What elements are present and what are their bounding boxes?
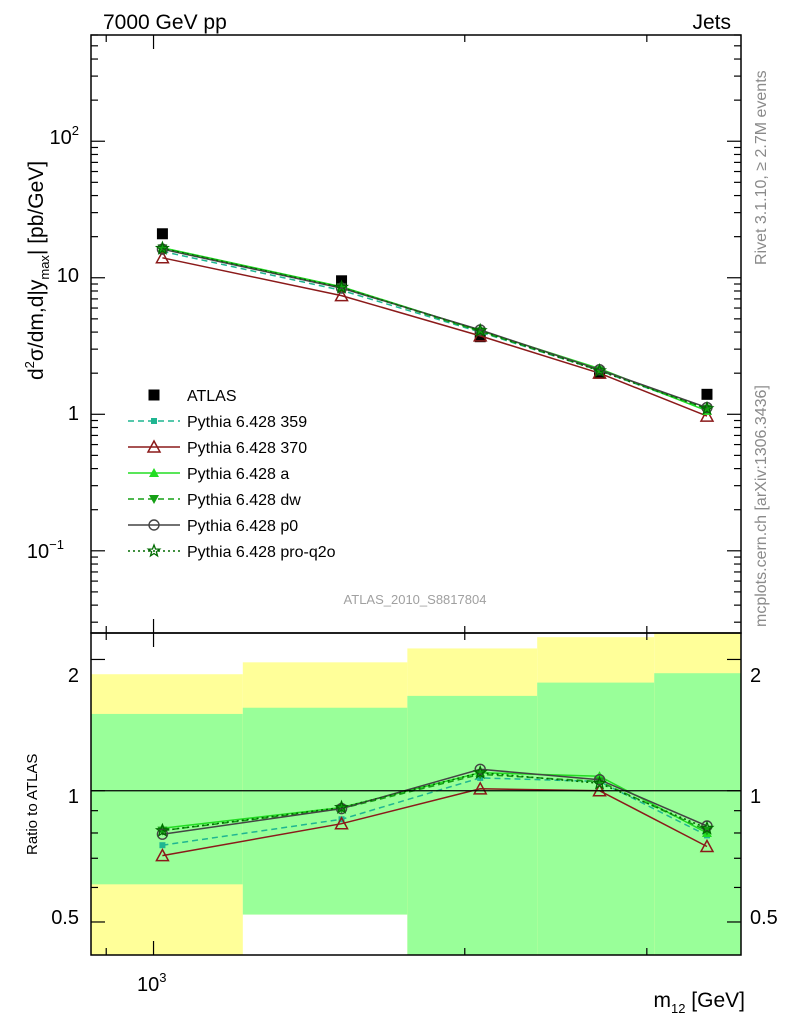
ratio-point-pp0-2 bbox=[474, 763, 486, 775]
ratio-y-ticks bbox=[91, 658, 741, 923]
main-series-pdw bbox=[157, 244, 712, 414]
legend-marker-pq2o bbox=[146, 543, 162, 558]
ratio-point-pq2o-4 bbox=[699, 820, 715, 835]
legend-label-p359: Pythia 6.428 359 bbox=[187, 414, 307, 431]
main-line-pp0 bbox=[162, 248, 708, 409]
main-y-tick-label-0p1: 10−1 bbox=[27, 537, 64, 563]
ratio-uncertainty-bands bbox=[91, 633, 741, 955]
analysis-id-label: ATLAS_2010_S8817804 bbox=[344, 592, 487, 607]
main-y-label-part-sup: 2 bbox=[22, 361, 37, 368]
main-y-axis-label: d2σ/dm,d|ymax| [pb/GeV] bbox=[22, 161, 52, 380]
ratio-point-p370-1 bbox=[334, 816, 349, 830]
ratio-y-tick-label-right-1: 1 bbox=[750, 786, 761, 808]
main-line-pdw bbox=[162, 247, 708, 410]
legend-label-pa: Pythia 6.428 a bbox=[187, 466, 289, 483]
ratio-stat-band-4 bbox=[654, 673, 741, 955]
ratio-point-pq2o-1 bbox=[333, 799, 349, 814]
main-series-layer bbox=[154, 228, 715, 422]
ratio-point-p370-0 bbox=[155, 848, 170, 862]
ratio-stat-band-0 bbox=[91, 713, 243, 885]
main-y-label-part-d: d bbox=[25, 368, 48, 380]
legend-marker-pdw bbox=[149, 495, 159, 504]
main-y-label-part-sigma: σ/dm,d|y bbox=[25, 279, 48, 361]
ratio-y-axis-label: Ratio to ATLAS bbox=[24, 754, 41, 855]
legend-marker-p370 bbox=[146, 439, 162, 453]
legend-marker-p359 bbox=[151, 418, 157, 424]
header-left: 7000 GeV pp bbox=[103, 11, 227, 34]
legend-label-pp0: Pythia 6.428 p0 bbox=[187, 518, 298, 535]
ratio-panel-frame bbox=[90, 632, 742, 956]
x-axis-label: m12 [GeV] bbox=[654, 989, 746, 1016]
ratio-point-pq2o-2 bbox=[472, 764, 488, 779]
ratio-point-pp0-3 bbox=[593, 773, 606, 786]
legend-label-p370: Pythia 6.428 370 bbox=[187, 440, 307, 457]
main-series-p370 bbox=[155, 250, 715, 422]
legend-label-pdw: Pythia 6.428 dw bbox=[187, 492, 301, 509]
main-y-tick-label-100: 102 bbox=[50, 123, 79, 149]
header-right: Jets bbox=[692, 11, 731, 34]
ratio-stat-band-2 bbox=[407, 695, 538, 955]
ratio-line-pp0 bbox=[162, 768, 708, 835]
ratio-y-tick-label-left-2: 2 bbox=[68, 665, 79, 687]
legend-item-pp0: Pythia 6.428 p0 bbox=[128, 518, 298, 535]
main-line-p370 bbox=[162, 257, 708, 417]
legend-label-pq2o: Pythia 6.428 pro-q2o bbox=[187, 544, 336, 561]
legend-marker-pa bbox=[149, 468, 159, 477]
main-series-p359 bbox=[159, 248, 710, 413]
ratio-point-p370-2 bbox=[472, 781, 488, 795]
main-line-pq2o bbox=[162, 247, 708, 410]
legend: ATLAS Pythia 6.428 359 Pythia 6.428 370 Pyt… bbox=[128, 388, 336, 561]
legend-item-pa: Pythia 6.428 a bbox=[128, 466, 289, 483]
legend-item-atlas: ATLAS bbox=[148, 388, 237, 405]
x-tick-label-1000: 103 bbox=[137, 970, 166, 996]
legend-marker-atlas bbox=[148, 389, 160, 401]
ratio-y-tick-label-right-2: 2 bbox=[750, 665, 761, 687]
ratio-point-p370-4 bbox=[699, 838, 715, 853]
ratio-point-p359-0 bbox=[159, 842, 166, 849]
ratio-y-tick-label-left-1: 1 bbox=[68, 786, 79, 808]
ratio-series-pq2o bbox=[154, 764, 715, 838]
main-series-atlas bbox=[156, 228, 713, 400]
ratio-point-pq2o-3 bbox=[592, 775, 607, 790]
main-series-pq2o bbox=[154, 240, 715, 416]
ratio-point-pp0-0 bbox=[156, 828, 169, 840]
legend-item-pq2o: Pythia 6.428 pro-q2o bbox=[128, 543, 336, 561]
legend-label-atlas: ATLAS bbox=[187, 388, 237, 405]
rivet-version-label: Rivet 3.1.10, ≥ 2.7M events bbox=[753, 70, 770, 265]
main-point-p370-4 bbox=[699, 408, 715, 422]
main-point-pq2o-3 bbox=[592, 363, 607, 378]
main-point-atlas-0 bbox=[156, 228, 168, 240]
main-point-atlas-4 bbox=[701, 388, 713, 400]
main-point-pq2o-0 bbox=[154, 240, 170, 255]
main-y-tick-label-1: 1 bbox=[68, 403, 79, 425]
ratio-stat-band-3 bbox=[537, 682, 655, 955]
main-point-pq2o-2 bbox=[472, 322, 488, 338]
main-point-pq2o-1 bbox=[333, 279, 349, 294]
main-series-pp0 bbox=[156, 243, 713, 414]
main-y-label-part-sub: max bbox=[37, 255, 52, 280]
ratio-y-tick-label-left-0p5: 0.5 bbox=[51, 907, 79, 929]
ratio-point-pq2o-0 bbox=[154, 822, 170, 838]
ratio-line-p370 bbox=[162, 788, 708, 857]
main-point-atlas-2 bbox=[474, 331, 486, 343]
mcplots-reference-label: mcplots.cern.ch [arXiv:1306.3436] bbox=[753, 385, 770, 627]
ratio-y-tick-label-right-0p5: 0.5 bbox=[750, 907, 778, 929]
main-point-p370-0 bbox=[155, 250, 170, 264]
main-point-pq2o-4 bbox=[699, 400, 715, 416]
x-ticks bbox=[105, 35, 648, 955]
main-y-ticks bbox=[91, 34, 741, 623]
ratio-line-pq2o bbox=[162, 771, 708, 832]
ratio-series-layer bbox=[154, 763, 715, 862]
main-y-label-part-unit: | [pb/GeV] bbox=[25, 161, 48, 255]
legend-item-pdw: Pythia 6.428 dw bbox=[128, 492, 301, 509]
legend-item-p359: Pythia 6.428 359 bbox=[128, 414, 307, 431]
main-line-pa bbox=[162, 246, 708, 412]
legend-item-p370: Pythia 6.428 370 bbox=[128, 439, 307, 457]
legend-marker-pp0 bbox=[148, 519, 160, 531]
main-point-p370-1 bbox=[334, 288, 349, 302]
main-y-tick-label-10: 10 bbox=[57, 265, 79, 287]
